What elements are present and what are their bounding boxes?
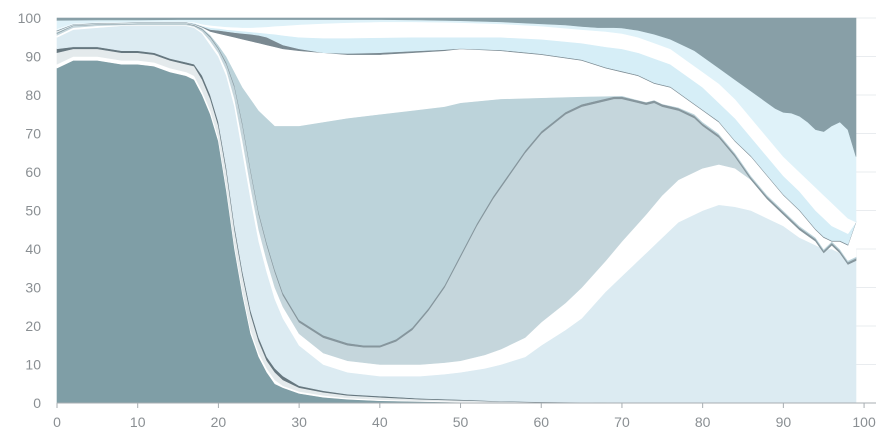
area-band-15 bbox=[56, 17, 857, 157]
area-bands bbox=[56, 17, 857, 404]
x-tick-label: 30 bbox=[291, 414, 307, 430]
x-tick-label: 50 bbox=[453, 414, 469, 430]
x-tick-label: 10 bbox=[130, 414, 146, 430]
y-tick-label: 20 bbox=[25, 318, 41, 334]
y-tick-label: 0 bbox=[33, 395, 41, 411]
y-tick-label: 50 bbox=[25, 203, 41, 219]
y-tick-label: 30 bbox=[25, 280, 41, 296]
y-tick-label: 10 bbox=[25, 357, 41, 373]
x-tick-label: 70 bbox=[614, 414, 630, 430]
axes: 0 10 20 30 40 50 60 70 80 90 100 0 10 20 30 40 50 60 70 80 9… bbox=[18, 10, 876, 430]
x-tick-label: 20 bbox=[211, 414, 227, 430]
x-tick-label: 0 bbox=[53, 414, 61, 430]
y-tick-label: 80 bbox=[25, 87, 41, 103]
x-tick-label: 80 bbox=[695, 414, 711, 430]
y-tick-label: 90 bbox=[25, 49, 41, 65]
x-tick-label: 40 bbox=[372, 414, 388, 430]
y-tick-label: 70 bbox=[25, 126, 41, 142]
x-tick-label: 60 bbox=[533, 414, 549, 430]
y-tick-label: 40 bbox=[25, 241, 41, 257]
y-tick-label: 60 bbox=[25, 164, 41, 180]
x-tick-label: 100 bbox=[852, 414, 876, 430]
y-tick-label: 100 bbox=[18, 10, 42, 26]
x-tick-label: 90 bbox=[776, 414, 792, 430]
